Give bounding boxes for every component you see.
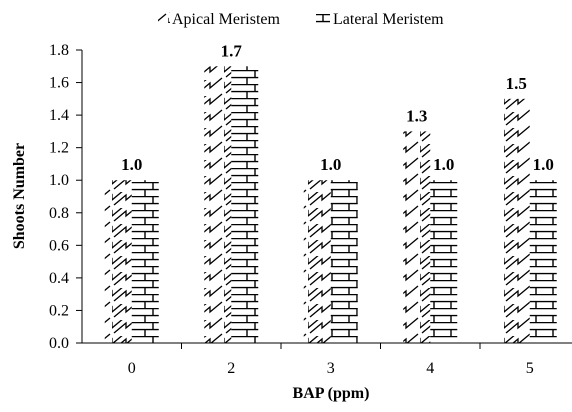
legend-swatch-lateral (316, 12, 330, 23)
legend-item-apical: Apical Meristem (158, 11, 281, 28)
legend-swatch-apical (158, 12, 170, 23)
x-axis-title: BAP (ppm) (293, 385, 370, 402)
bar-lateral-4 (430, 180, 458, 343)
data-label: 1.5 (506, 74, 527, 93)
x-axis: 0 2 3 4 5 (128, 343, 534, 377)
y-tick-label: 1.8 (49, 42, 69, 59)
y-axis-title: Shoots Number (11, 143, 28, 249)
bar-apical-4 (403, 131, 431, 343)
bar-lateral-2 (231, 66, 259, 344)
x-tick-label: 5 (526, 360, 534, 377)
y-tick-label: 0.8 (49, 205, 69, 222)
data-label: 1.3 (406, 106, 427, 125)
x-tick-label: 2 (227, 360, 235, 377)
y-tick-label: 1.6 (49, 75, 69, 92)
x-tick-label: 4 (426, 360, 434, 377)
data-label: 1.0 (121, 155, 142, 174)
bar-apical-5 (502, 98, 530, 343)
data-labels: 1.0 1.7 1.0 1.3 1.0 1.5 1.0 (121, 41, 554, 174)
legend-label-apical: Apical Meristem (172, 11, 281, 28)
y-tick-label: 0.6 (49, 237, 69, 254)
x-tick-label: 0 (128, 360, 136, 377)
y-tick-label: 1.2 (49, 140, 69, 157)
bar-apical-3 (303, 180, 331, 343)
y-tick-label: 1.0 (49, 172, 69, 189)
bars (104, 66, 557, 344)
bar-lateral-3 (330, 180, 358, 343)
y-tick-label: 0.4 (49, 270, 69, 287)
y-tick-label: 0.2 (49, 302, 69, 319)
data-label: 1.0 (533, 155, 554, 174)
y-tick-label: 0.0 (49, 335, 69, 352)
bar-apical-0 (104, 180, 132, 343)
bar-apical-2 (204, 66, 232, 344)
x-tick-label: 3 (327, 360, 335, 377)
bar-lateral-5 (529, 180, 557, 343)
data-label: 1.0 (320, 155, 341, 174)
y-tick-label: 1.4 (49, 107, 69, 124)
y-axis: 0.0 0.2 0.4 0.6 0.8 1.0 1.2 1.4 1.6 1.8 (49, 42, 82, 352)
bar-lateral-0 (131, 180, 159, 343)
legend-label-lateral: Lateral Meristem (333, 11, 444, 28)
legend-item-lateral: Lateral Meristem (316, 11, 444, 28)
legend: Apical Meristem Lateral Meristem (158, 11, 444, 28)
data-label: 1.0 (433, 155, 454, 174)
data-label: 1.7 (221, 41, 243, 60)
